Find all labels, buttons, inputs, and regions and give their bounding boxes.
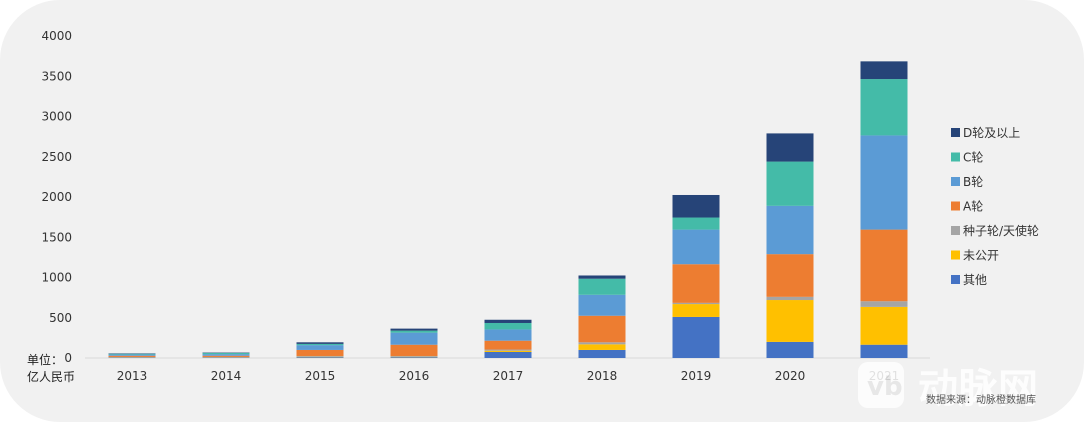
x-tick-label: 2019: [681, 369, 712, 383]
bar-segment: [390, 344, 438, 356]
bar-segment: [578, 349, 626, 358]
bar-segment: [578, 342, 626, 345]
bar-segment: [860, 344, 908, 358]
bar-segment: [672, 304, 720, 317]
legend-label: 未公开: [963, 249, 999, 263]
x-axis-ticks: 201320142015201620172018201920202021: [117, 369, 900, 383]
legend-label: 种子轮/天使轮: [963, 223, 1039, 238]
legend-label: C轮: [963, 151, 983, 165]
bar-segment: [860, 306, 908, 345]
legend-swatch: [951, 152, 960, 162]
bar-segment: [766, 254, 814, 297]
legend-swatch: [951, 226, 960, 235]
bar-segment: [578, 315, 626, 343]
bar-segment: [860, 301, 908, 307]
y-tick-label: 3000: [41, 110, 72, 124]
bar-segment: [766, 205, 814, 255]
y-tick-label: 0: [64, 351, 72, 365]
bar-segment: [766, 133, 814, 162]
x-tick-label: 2015: [305, 369, 336, 383]
bar-segment: [296, 343, 344, 346]
bar-segment: [484, 340, 532, 350]
legend-swatch: [951, 201, 960, 211]
bar-segment: [860, 135, 908, 230]
bar-segment: [578, 344, 626, 350]
bar-segment: [672, 302, 720, 305]
bar-segment: [766, 341, 814, 358]
bar-segment: [578, 294, 626, 316]
legend-swatch: [951, 177, 960, 186]
bar-segment: [860, 79, 908, 136]
bar-segment: [390, 332, 438, 345]
bar-segment: [296, 345, 344, 350]
bar-segment: [108, 355, 156, 357]
bar-segment: [860, 229, 908, 302]
vb-logo-icon: vb: [858, 362, 904, 408]
bar-segment: [766, 296, 814, 301]
y-axis-ticks: 0 500 1000 1500 2000 2500 3000 3500 4000: [41, 29, 72, 365]
y-tick-label: 4000: [41, 29, 72, 43]
y-tick-label: 500: [49, 311, 72, 325]
x-tick-label: 2018: [587, 369, 618, 383]
bar-segment: [860, 61, 908, 80]
bar-segment: [296, 342, 344, 344]
y-tick-label: 3500: [41, 69, 72, 83]
bar-segment: [202, 354, 250, 356]
svg-text:vb: vb: [867, 372, 903, 402]
bar-segment: [578, 275, 626, 279]
bar-segment: [578, 278, 626, 295]
bar-segment: [672, 264, 720, 303]
bar-segment: [390, 328, 438, 331]
legend-label: D轮及以上: [963, 126, 1020, 140]
bar-segment: [672, 194, 720, 218]
legend-swatch: [951, 275, 960, 284]
bar-segment: [296, 355, 344, 357]
bar-segment: [296, 349, 344, 356]
bar-segment: [390, 330, 438, 333]
bar-segment: [766, 161, 814, 206]
x-tick-label: 2014: [211, 369, 242, 383]
bar-segment: [672, 217, 720, 230]
bar-segment: [108, 353, 156, 355]
x-tick-label: 2013: [117, 369, 148, 383]
bar-segment: [202, 352, 250, 355]
bar-segment: [484, 329, 532, 341]
legend-label: 其他: [963, 273, 987, 287]
x-tick-label: 2020: [775, 369, 806, 383]
y-tick-label: 2000: [41, 190, 72, 204]
bar-segment: [672, 229, 720, 265]
legend-label: B轮: [963, 175, 983, 189]
bar-segment: [484, 319, 532, 323]
bar-segment: [484, 322, 532, 330]
y-tick-label: 1000: [41, 271, 72, 285]
x-tick-label: 2017: [493, 369, 524, 383]
legend-swatch: [951, 128, 960, 137]
unit-label-line2: 亿人民币: [27, 369, 75, 384]
bar-segment: [766, 300, 814, 342]
bar-segment: [108, 354, 156, 356]
bar-segment: [484, 349, 532, 351]
bar-segment: [672, 316, 720, 358]
source-note: 数据来源：动脉橙数据库: [926, 393, 1036, 406]
bar-segment: [390, 355, 438, 357]
x-tick-label: 2016: [399, 369, 430, 383]
y-tick-label: 1500: [41, 230, 72, 244]
bar-segment: [296, 357, 344, 358]
bar-segment: [484, 350, 532, 352]
bars-group: [108, 61, 908, 358]
bar-segment: [202, 355, 250, 357]
legend-label: A轮: [963, 200, 983, 214]
bar-segment: [484, 351, 532, 358]
unit-label-line1: 单位：: [27, 352, 63, 367]
bar-segment: [390, 357, 438, 358]
legend-swatch: [951, 250, 960, 260]
watermark-text: 动脉网: [918, 366, 1038, 412]
y-tick-label: 2500: [41, 150, 72, 164]
